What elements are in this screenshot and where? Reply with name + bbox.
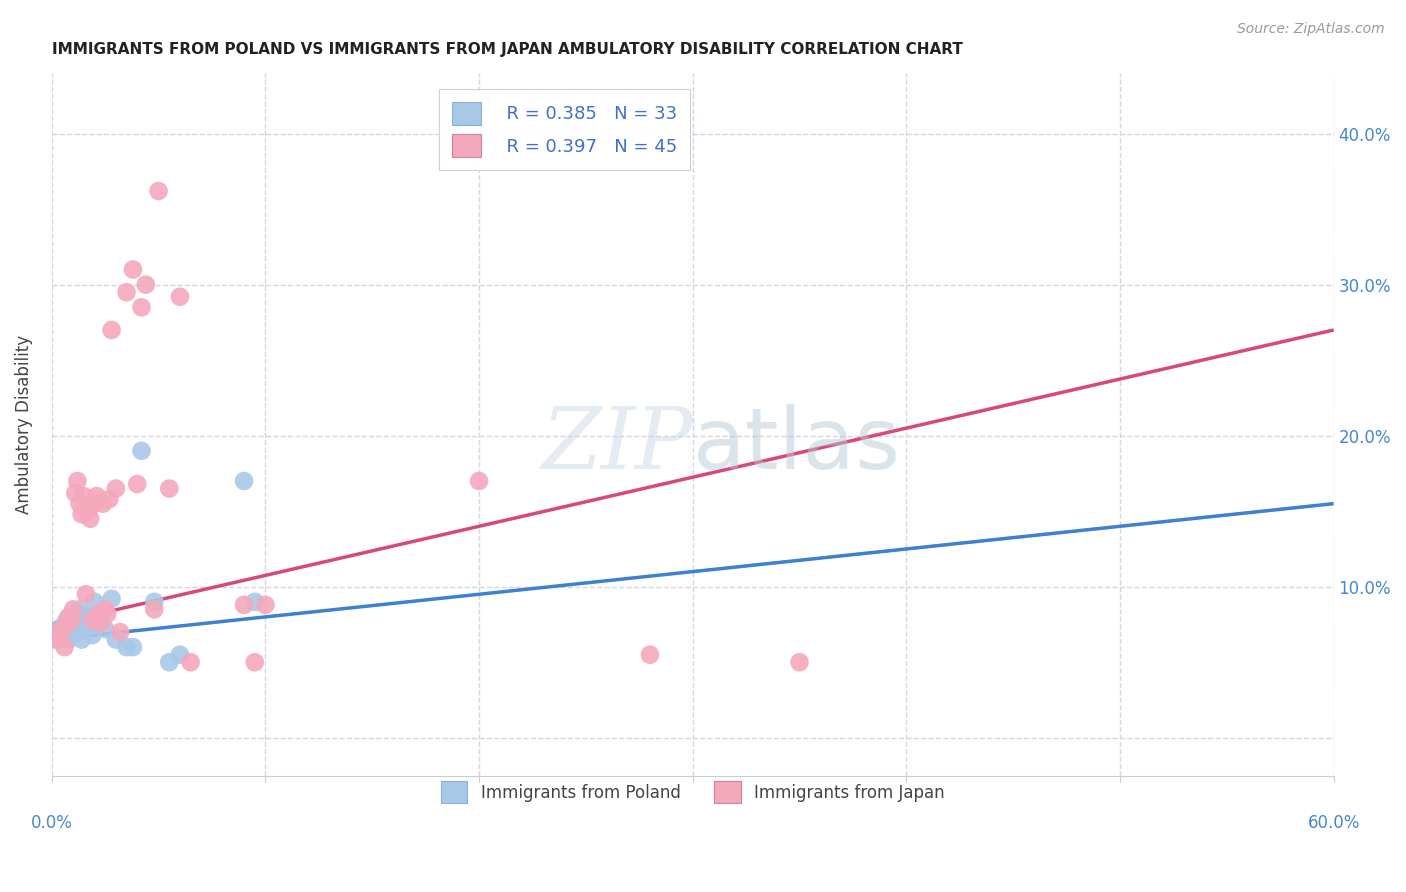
Point (127, 477, 149, 491)
Point (468, 474, 491, 488)
Point (83, 595, 105, 609)
Point (100, 591, 122, 606)
Text: 0.0%: 0.0% (31, 814, 73, 832)
Point (49, 628, 72, 642)
Point (87, 613, 110, 627)
Point (131, 301, 153, 315)
Point (58, 632, 80, 647)
Point (65, 617, 87, 632)
Point (122, 640, 145, 654)
Point (180, 655, 202, 669)
Point (96, 607, 118, 621)
Point (115, 640, 138, 654)
Point (62, 628, 84, 642)
Point (91, 497, 114, 511)
Point (51, 625, 73, 640)
Point (55, 613, 77, 627)
Point (59, 613, 82, 627)
Point (82, 613, 104, 627)
Point (75, 615, 97, 630)
Point (59, 622, 82, 636)
Point (70, 632, 93, 647)
Point (79, 619, 101, 633)
Point (79, 512, 101, 526)
Point (233, 474, 256, 488)
Point (73, 489, 96, 503)
Point (789, 655, 811, 669)
Point (115, 285, 138, 300)
Point (94, 622, 117, 636)
Point (157, 482, 180, 496)
Point (131, 443, 153, 458)
Point (108, 625, 131, 640)
Y-axis label: Ambulatory Disability: Ambulatory Disability (15, 334, 32, 514)
Point (100, 323, 122, 337)
Point (45, 628, 67, 642)
Point (104, 482, 127, 496)
Point (45, 632, 67, 647)
Point (169, 290, 191, 304)
Point (169, 648, 191, 662)
Point (243, 595, 266, 609)
Point (83, 497, 105, 511)
Point (77, 610, 100, 624)
Point (66, 607, 89, 621)
Point (66, 474, 89, 488)
Point (254, 598, 277, 612)
Point (66, 613, 89, 627)
Point (69, 602, 91, 616)
Point (122, 262, 145, 277)
Point (243, 655, 266, 669)
Point (90, 615, 112, 630)
Point (62, 602, 84, 616)
Point (135, 277, 157, 292)
Text: 60.0%: 60.0% (1308, 814, 1360, 832)
Point (143, 595, 166, 609)
Point (77, 504, 100, 518)
Point (46, 632, 69, 647)
Point (51, 622, 73, 636)
Point (70, 507, 93, 521)
Point (75, 587, 97, 601)
Point (233, 598, 256, 612)
Text: atlas: atlas (693, 404, 901, 487)
Text: Source: ZipAtlas.com: Source: ZipAtlas.com (1237, 22, 1385, 37)
Point (73, 622, 96, 636)
Point (87, 607, 110, 621)
Point (58, 610, 80, 624)
Point (638, 648, 661, 662)
Point (58, 610, 80, 624)
Point (104, 632, 127, 647)
Point (55, 617, 77, 632)
Point (49, 625, 72, 640)
Point (143, 602, 166, 616)
Point (82, 628, 104, 642)
Legend: Immigrants from Poland, Immigrants from Japan: Immigrants from Poland, Immigrants from … (430, 772, 955, 813)
Point (148, 184, 170, 198)
Point (157, 655, 180, 669)
Text: IMMIGRANTS FROM POLAND VS IMMIGRANTS FROM JAPAN AMBULATORY DISABILITY CORRELATIO: IMMIGRANTS FROM POLAND VS IMMIGRANTS FRO… (52, 42, 963, 57)
Point (53, 640, 76, 654)
Point (86, 489, 108, 503)
Point (98, 492, 121, 507)
Point (46, 622, 69, 636)
Point (94, 602, 117, 616)
Point (69, 497, 91, 511)
Text: ZIP: ZIP (541, 404, 693, 487)
Point (65, 486, 87, 500)
Point (53, 617, 76, 632)
